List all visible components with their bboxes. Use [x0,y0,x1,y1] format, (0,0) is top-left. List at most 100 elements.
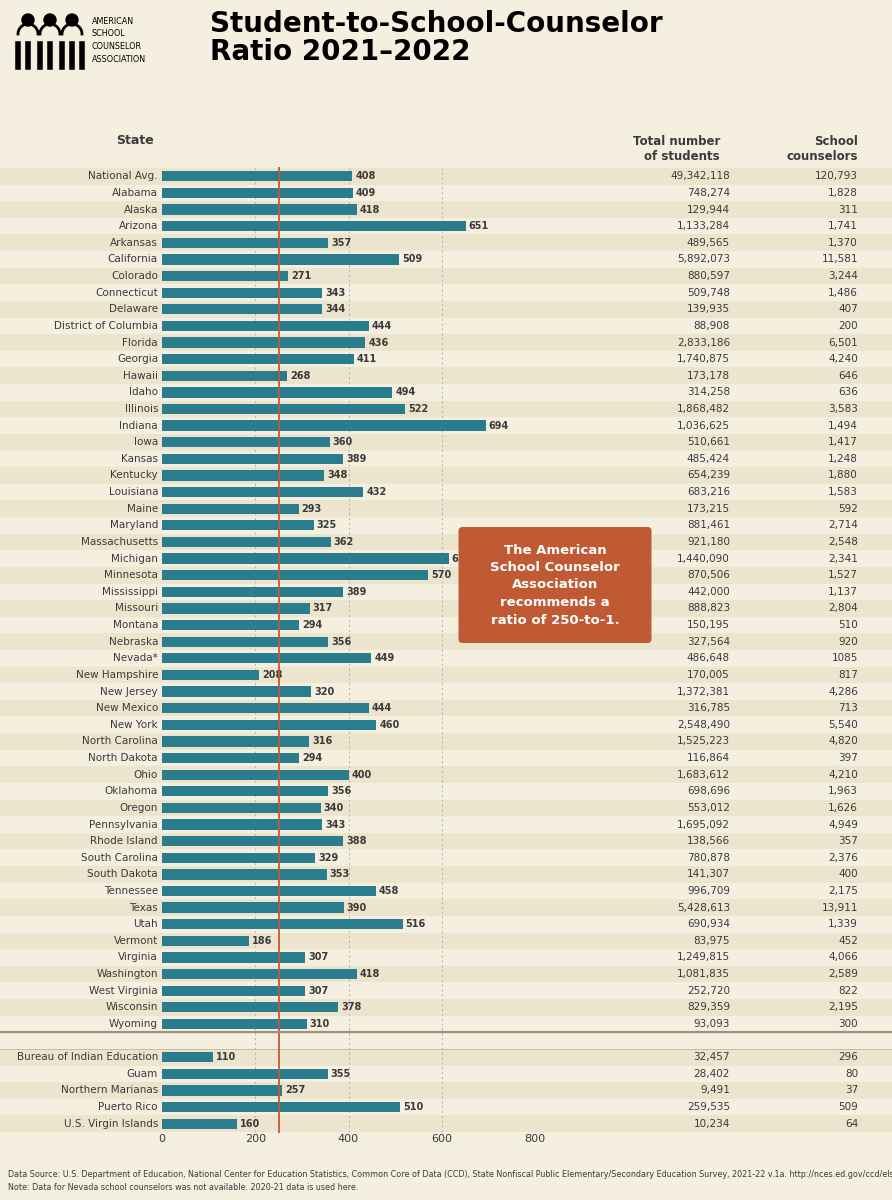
Text: 2,804: 2,804 [829,604,858,613]
Bar [0,551,892,566]
Bar [162,620,299,630]
Text: 432: 432 [367,487,386,497]
Bar [162,271,288,281]
Text: 1,370: 1,370 [829,238,858,247]
Bar [162,902,343,913]
Text: Kentucky: Kentucky [111,470,158,480]
Circle shape [44,14,56,26]
Text: 11,581: 11,581 [822,254,858,264]
Bar [0,916,892,932]
Text: 356: 356 [331,637,351,647]
Bar [162,337,366,348]
Text: 509: 509 [402,254,423,264]
Text: 316: 316 [312,737,333,746]
Bar [0,301,892,318]
Text: 516: 516 [406,919,425,929]
Bar [0,350,892,367]
Text: 37: 37 [845,1086,858,1096]
Text: 2,833,186: 2,833,186 [677,337,730,348]
Bar [162,703,369,713]
Text: 397: 397 [838,754,858,763]
Text: 110: 110 [216,1052,236,1062]
Text: 348: 348 [327,470,348,480]
Bar [162,820,322,829]
Bar [0,799,892,816]
Bar [0,733,892,750]
Text: Illinois: Illinois [125,404,158,414]
Text: Florida: Florida [122,337,158,348]
Text: Arizona: Arizona [119,221,158,232]
Text: 9,491: 9,491 [700,1086,730,1096]
Text: 170,005: 170,005 [687,670,730,680]
Bar [162,604,310,613]
Bar [162,288,322,298]
Text: 1,339: 1,339 [828,919,858,929]
Text: 921,180: 921,180 [687,536,730,547]
Text: 186: 186 [252,936,272,946]
Text: 2,589: 2,589 [828,970,858,979]
Text: State: State [116,134,154,146]
Bar [162,204,357,215]
Text: 2,341: 2,341 [828,553,858,564]
Text: 4,949: 4,949 [828,820,858,829]
Text: 400: 400 [338,1134,359,1144]
Text: 996,709: 996,709 [687,886,730,896]
Text: 444: 444 [372,703,392,713]
Text: District of Columbia: District of Columbia [54,320,158,331]
Text: 325: 325 [317,521,337,530]
Text: 120,793: 120,793 [815,172,858,181]
Text: 316,785: 316,785 [687,703,730,713]
Bar [162,437,330,448]
Bar [0,983,892,1000]
Bar [162,371,287,380]
Bar [0,932,892,949]
Bar [162,320,369,331]
Text: 357: 357 [838,836,858,846]
Bar [0,284,892,301]
Bar [0,667,892,683]
Text: 49,342,118: 49,342,118 [670,172,730,181]
Bar [162,953,305,962]
Text: 208: 208 [262,670,283,680]
Text: 458: 458 [378,886,399,896]
Text: 390: 390 [347,902,368,913]
Bar [0,782,892,799]
Bar [0,650,892,667]
Text: 320: 320 [314,686,334,696]
Text: 2,376: 2,376 [828,853,858,863]
Bar [162,737,310,746]
Text: 1,440,090: 1,440,090 [677,553,730,564]
Text: 509,748: 509,748 [687,288,730,298]
Text: 829,359: 829,359 [687,1002,730,1013]
Text: Minnesota: Minnesota [104,570,158,581]
Text: 1,081,835: 1,081,835 [677,970,730,979]
Text: 2,175: 2,175 [828,886,858,896]
Text: 592: 592 [838,504,858,514]
Text: 1,137: 1,137 [828,587,858,596]
Text: Maryland: Maryland [110,521,158,530]
Text: 1,963: 1,963 [828,786,858,797]
Text: 388: 388 [346,836,367,846]
Text: 10,234: 10,234 [694,1118,730,1129]
FancyBboxPatch shape [458,527,651,643]
Bar [162,1102,400,1112]
Text: 353: 353 [329,869,350,880]
Text: 311: 311 [838,204,858,215]
Text: Utah: Utah [134,919,158,929]
Text: Colorado: Colorado [112,271,158,281]
Text: 343: 343 [325,288,345,298]
Text: 411: 411 [357,354,377,364]
Text: 83,975: 83,975 [693,936,730,946]
Bar [162,919,402,929]
Text: Puerto Rico: Puerto Rico [98,1102,158,1112]
Bar [162,553,449,564]
Text: Oregon: Oregon [120,803,158,812]
Text: 1,527: 1,527 [828,570,858,581]
Bar [0,617,892,634]
Bar [162,238,328,248]
Circle shape [66,14,78,26]
Text: 888,823: 888,823 [687,604,730,613]
Text: 570: 570 [431,570,451,581]
Text: Missouri: Missouri [115,604,158,613]
Text: 271: 271 [292,271,311,281]
